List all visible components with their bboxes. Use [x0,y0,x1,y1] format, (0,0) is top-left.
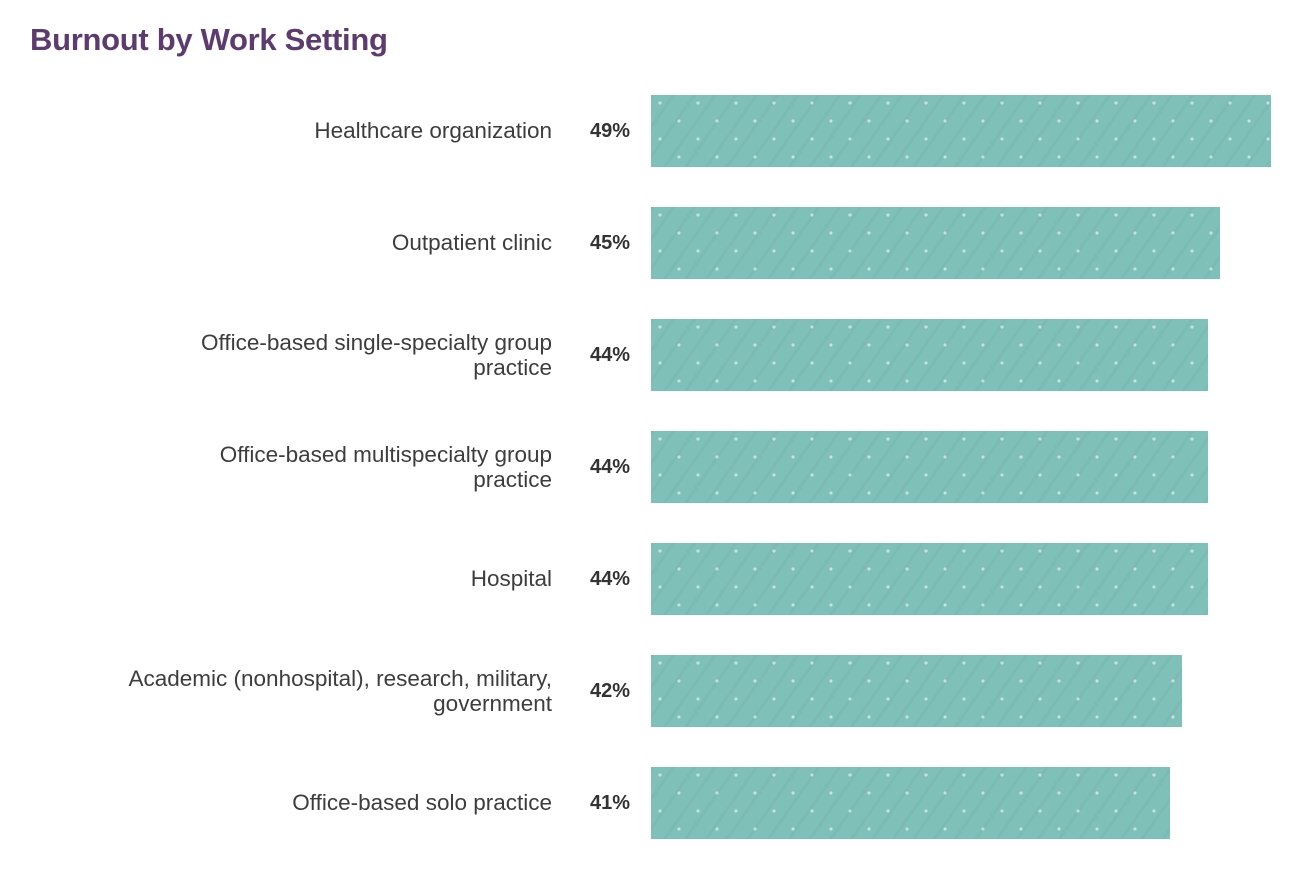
bar [651,767,1170,839]
bar [651,95,1271,167]
bar [651,207,1220,279]
chart-row: Office-based solo practice 41% [0,767,1290,839]
chart-row: Healthcare organization 49% [0,95,1290,167]
chart-row: Academic (nonhospital), research, milita… [0,655,1290,727]
category-label: Academic (nonhospital), research, milita… [128,665,553,716]
category-label: Office-based single-specialty group prac… [200,329,552,380]
value-label: 44% [589,455,630,478]
chart-title: Burnout by Work Setting [30,22,388,57]
value-label: 45% [589,231,630,254]
value-label: 44% [589,343,630,366]
chart-row: Outpatient clinic 45% [0,207,1290,279]
bar-chart-rows: Healthcare organization 49% Outpatient c… [0,95,1290,878]
bar [651,431,1208,503]
chart-row: Office-based single-specialty group prac… [0,319,1290,391]
chart-row: Office-based multispecialty group practi… [0,431,1290,503]
category-label: Outpatient clinic [391,230,552,256]
value-label: 49% [589,119,630,142]
category-label: Hospital [470,566,552,592]
value-label: 44% [589,567,630,590]
bar [651,319,1208,391]
value-label: 42% [589,679,630,702]
bar [651,543,1208,615]
value-label: 41% [589,791,630,814]
category-label: Office-based solo practice [292,790,552,816]
category-label: Office-based multispecialty group practi… [219,441,552,492]
bar [651,655,1182,727]
chart-row: Hospital 44% [0,543,1290,615]
category-label: Healthcare organization [314,118,552,144]
